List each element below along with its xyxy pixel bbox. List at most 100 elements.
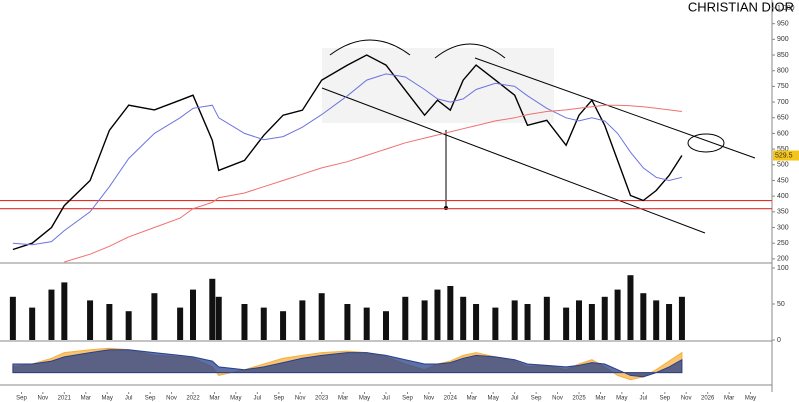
- volume-bar: [434, 289, 441, 340]
- volume-bar: [344, 304, 351, 340]
- x-tick-label: 2023: [315, 396, 329, 402]
- x-tick-label: 2021: [58, 396, 72, 402]
- volume-tick-label: 0: [777, 337, 781, 344]
- price-badge: [773, 150, 799, 161]
- x-tick-label: Jul: [382, 396, 390, 402]
- volume-bar: [48, 289, 55, 340]
- volume-bar: [125, 311, 132, 340]
- volume-bar: [653, 300, 660, 340]
- price-line: [12, 54, 683, 251]
- x-tick-label: 2024: [444, 396, 458, 402]
- volume-bar: [299, 300, 306, 340]
- y-tick-label: 350: [777, 209, 789, 216]
- volume-bar: [421, 300, 428, 340]
- arc: [434, 43, 506, 59]
- x-tick-label: Mar: [467, 396, 477, 402]
- x-tick-label: Sep: [273, 396, 284, 402]
- x-tick-label: Mar: [338, 396, 348, 402]
- y-tick-label: 450: [777, 177, 789, 184]
- volume-bar: [588, 304, 595, 340]
- y-tick-label: 950: [777, 21, 789, 28]
- volume-bar: [177, 307, 184, 340]
- volume-bar: [492, 307, 499, 340]
- y-tick-label: 600: [777, 130, 789, 137]
- volume-bar: [460, 296, 467, 340]
- volume-bar: [151, 293, 158, 340]
- volume-bar: [402, 296, 409, 340]
- x-tick-label: Jul: [511, 396, 519, 402]
- y-tick-label: 800: [777, 68, 789, 75]
- volume-bar: [627, 275, 634, 340]
- x-tick-label: Nov: [166, 396, 177, 402]
- target-ellipse: [687, 133, 725, 153]
- x-tick-label: Sep: [16, 396, 27, 402]
- x-tick-label: Jul: [639, 396, 647, 402]
- x-tick-label: Jul: [253, 396, 261, 402]
- volume-bar: [563, 307, 570, 340]
- volume-bar: [215, 296, 222, 340]
- oscillator-area: [12, 349, 683, 378]
- volume-bar: [511, 300, 518, 340]
- x-tick-label: May: [102, 396, 113, 402]
- y-tick-label: 700: [777, 99, 789, 106]
- y-tick-label: 300: [777, 224, 789, 231]
- volume-bar: [678, 296, 685, 340]
- volume-bar: [601, 296, 608, 340]
- x-tick-label: Sep: [402, 396, 413, 402]
- volume-bar: [383, 311, 389, 340]
- y-tick-label: 850: [777, 52, 789, 59]
- arc: [329, 39, 411, 56]
- x-tick-label: Nov: [681, 396, 692, 402]
- x-tick-label: Mar: [81, 396, 91, 402]
- x-tick-label: 2022: [186, 396, 200, 402]
- x-tick-label: Nov: [552, 396, 563, 402]
- price-label: 529.5: [775, 152, 793, 159]
- x-tick-label: Sep: [531, 396, 542, 402]
- volume-bar: [241, 304, 248, 340]
- moving-average: [64, 104, 682, 263]
- x-tick-label: 2025: [572, 396, 586, 402]
- moving-average: [12, 73, 683, 246]
- y-tick-label: 200: [777, 256, 789, 263]
- y-tick-label: 750: [777, 83, 789, 90]
- volume-bar: [61, 282, 68, 340]
- x-tick-label: May: [616, 396, 627, 402]
- chart-title: CHRISTIAN DIOR: [688, 0, 794, 14]
- x-tick-label: Jul: [125, 396, 133, 402]
- volume-bar: [666, 304, 673, 340]
- y-tick-label: 400: [777, 193, 789, 200]
- volume-bar: [543, 296, 550, 340]
- x-tick-label: Sep: [145, 396, 156, 402]
- volume-bar: [318, 293, 325, 340]
- volume-bar: [209, 278, 216, 340]
- volume-bar: [87, 300, 94, 340]
- volume-bar: [9, 296, 16, 340]
- y-tick-label: 1,000: [777, 5, 795, 12]
- y-tick-label: 650: [777, 115, 789, 122]
- channel-line: [474, 57, 756, 159]
- volume-bar: [260, 307, 267, 340]
- volume-bar: [473, 304, 480, 340]
- volume-bar: [280, 311, 287, 340]
- y-tick-label: 250: [777, 240, 789, 247]
- x-tick-label: May: [359, 396, 370, 402]
- x-tick-label: May: [745, 396, 756, 402]
- volume-tick-label: 100: [777, 265, 789, 272]
- y-tick-label: 550: [777, 146, 789, 153]
- volume-bar: [29, 307, 36, 340]
- x-tick-label: May: [488, 396, 499, 402]
- x-tick-label: Mar: [595, 396, 605, 402]
- x-tick-label: Mar: [209, 396, 219, 402]
- x-tick-label: Sep: [659, 396, 670, 402]
- marker: [444, 206, 448, 210]
- volume-tick-label: 50: [777, 301, 785, 308]
- volume-bar: [363, 307, 370, 340]
- x-tick-label: Nov: [295, 396, 306, 402]
- volume-bar: [524, 304, 531, 340]
- volume-bar: [576, 300, 582, 340]
- x-tick-label: Nov: [424, 396, 435, 402]
- volume-bar: [640, 293, 647, 340]
- y-tick-label: 900: [777, 36, 789, 43]
- volume-bar: [614, 289, 621, 340]
